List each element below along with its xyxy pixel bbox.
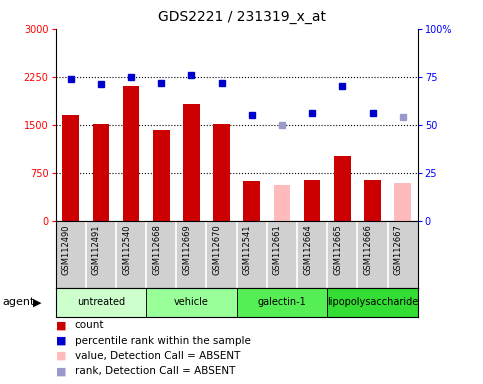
Bar <box>213 124 230 221</box>
Bar <box>56 288 146 317</box>
Bar <box>237 288 327 317</box>
Text: value, Detection Call = ABSENT: value, Detection Call = ABSENT <box>75 351 240 361</box>
Text: GSM112661: GSM112661 <box>273 224 282 275</box>
Text: GSM112540: GSM112540 <box>122 224 131 275</box>
Text: GSM112664: GSM112664 <box>303 224 312 275</box>
Text: lipopolysaccharide: lipopolysaccharide <box>327 297 418 308</box>
Text: GSM112665: GSM112665 <box>333 224 342 275</box>
Bar <box>243 181 260 221</box>
Text: ▶: ▶ <box>33 297 42 308</box>
Bar <box>334 156 351 221</box>
Bar <box>183 104 199 221</box>
Bar <box>395 183 411 221</box>
Text: ■: ■ <box>56 336 66 346</box>
Text: GSM112666: GSM112666 <box>364 224 372 275</box>
Text: GDS2221 / 231319_x_at: GDS2221 / 231319_x_at <box>157 10 326 23</box>
Bar <box>304 180 320 221</box>
Text: GSM112668: GSM112668 <box>152 224 161 275</box>
Text: untreated: untreated <box>77 297 125 308</box>
Text: ■: ■ <box>56 366 66 376</box>
Bar <box>93 124 109 221</box>
Text: vehicle: vehicle <box>174 297 209 308</box>
Text: GSM112490: GSM112490 <box>62 224 71 275</box>
Text: galectin-1: galectin-1 <box>257 297 306 308</box>
Text: GSM112670: GSM112670 <box>213 224 222 275</box>
Text: GSM112541: GSM112541 <box>243 224 252 275</box>
Text: GSM112669: GSM112669 <box>183 224 191 275</box>
Bar <box>146 288 237 317</box>
Bar <box>62 115 79 221</box>
Bar <box>274 185 290 221</box>
Bar <box>364 180 381 221</box>
Text: rank, Detection Call = ABSENT: rank, Detection Call = ABSENT <box>75 366 235 376</box>
Bar <box>123 86 139 221</box>
Text: GSM112491: GSM112491 <box>92 224 101 275</box>
Text: ■: ■ <box>56 351 66 361</box>
Text: GSM112667: GSM112667 <box>394 224 403 275</box>
Text: percentile rank within the sample: percentile rank within the sample <box>75 336 251 346</box>
Bar <box>153 130 170 221</box>
Text: count: count <box>75 320 104 330</box>
Text: agent: agent <box>2 297 35 308</box>
Bar <box>327 288 418 317</box>
Text: ■: ■ <box>56 320 66 330</box>
